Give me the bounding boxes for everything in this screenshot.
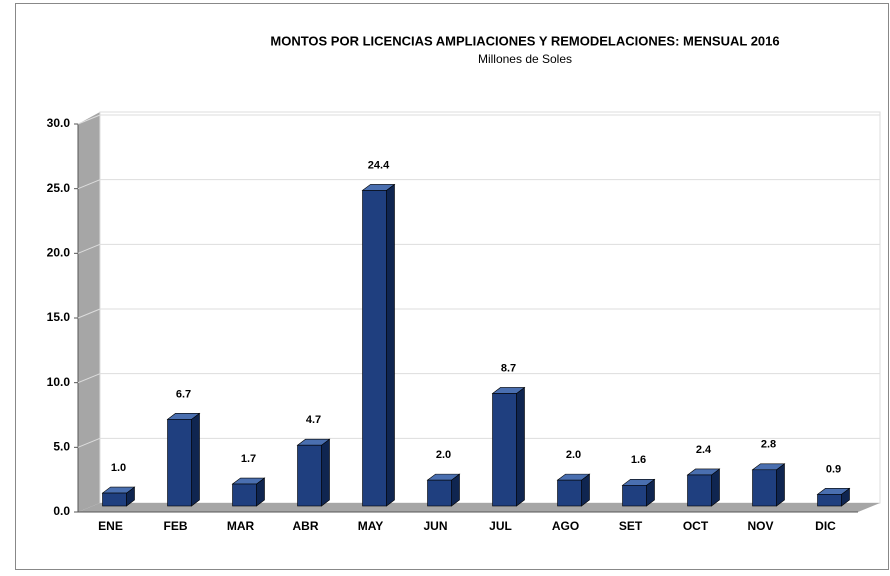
- value-label: 0.9: [826, 463, 841, 475]
- marks: 0.0 5.0 10.0 15.0 20.0 25.0 30.0 ENE 1.0 FEB 6.7 MA…: [47, 114, 880, 533]
- bar-side: [321, 438, 330, 507]
- value-label: 24.4: [368, 159, 390, 171]
- x-tick-label: AGO: [552, 519, 579, 533]
- grid-line: [77, 243, 101, 254]
- chart-title: MONTOS POR LICENCIAS AMPLIACIONES Y REMO…: [270, 33, 779, 48]
- x-tick-label: ENE: [98, 519, 123, 533]
- floor: [78, 503, 880, 512]
- bar-side: [191, 412, 200, 507]
- y-tick-label: 30.0: [47, 116, 71, 130]
- value-label: 2.4: [696, 444, 712, 456]
- bar: [427, 479, 452, 507]
- value-label: 6.7: [176, 388, 191, 400]
- bar: [232, 483, 257, 507]
- grid-line: [77, 373, 101, 384]
- x-tick-label: OCT: [683, 519, 709, 533]
- grid-line: [77, 437, 101, 448]
- bar: [102, 492, 127, 507]
- bar: [297, 444, 322, 507]
- value-label: 1.0: [111, 462, 126, 474]
- bar: [167, 419, 192, 507]
- bar: [362, 190, 387, 507]
- grid-line: [77, 179, 101, 190]
- value-label: 2.0: [566, 449, 581, 461]
- x-tick-label: NOV: [747, 519, 773, 533]
- y-tick-label: 20.0: [47, 246, 71, 260]
- bar-side: [516, 386, 525, 507]
- x-tick-label: DIC: [815, 519, 836, 533]
- y-tick-label: 15.0: [47, 310, 71, 324]
- y-tick-label: 10.0: [47, 375, 71, 389]
- x-tick-label: ABR: [293, 519, 319, 533]
- bar-side: [776, 463, 785, 507]
- x-tick-label: FEB: [164, 519, 188, 533]
- y-tick-label: 5.0: [53, 440, 70, 454]
- grid-line: [77, 308, 101, 319]
- x-tick-label: MAR: [227, 519, 255, 533]
- x-tick-label: MAY: [358, 519, 384, 533]
- bar: [622, 485, 647, 507]
- x-tick-label: SET: [619, 519, 643, 533]
- bar: [557, 479, 582, 507]
- value-label: 2.8: [761, 439, 776, 451]
- bar-side: [386, 183, 395, 507]
- value-label: 4.7: [306, 414, 321, 426]
- chart-subtitle: Millones de Soles: [478, 52, 572, 66]
- bar: [817, 494, 842, 507]
- value-label: 1.6: [631, 454, 646, 466]
- side-wall: [78, 112, 100, 512]
- bar-side: [711, 468, 720, 507]
- bar: [492, 393, 517, 507]
- value-label: 8.7: [501, 362, 516, 374]
- value-label: 1.7: [241, 453, 256, 465]
- y-tick-label: 0.0: [53, 504, 70, 518]
- x-tick-label: JUL: [489, 519, 512, 533]
- bar: [752, 469, 777, 507]
- value-label: 2.0: [436, 449, 451, 461]
- y-tick-label: 25.0: [47, 181, 71, 195]
- bar: [687, 474, 712, 507]
- grid-line: [77, 114, 101, 125]
- x-tick-label: JUN: [423, 519, 447, 533]
